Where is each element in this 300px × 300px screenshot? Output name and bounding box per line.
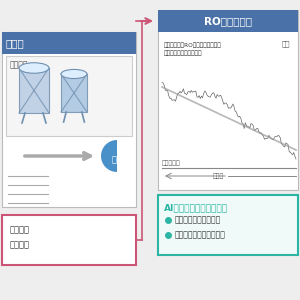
FancyBboxPatch shape xyxy=(158,10,298,32)
Text: 水が必要: 水が必要 xyxy=(10,225,30,234)
FancyBboxPatch shape xyxy=(2,32,136,207)
Text: 電力消費量: 電力消費量 xyxy=(162,160,181,166)
Ellipse shape xyxy=(61,69,87,79)
Text: 電力消費量は右肩上がり: 電力消費量は右肩上がり xyxy=(164,50,203,56)
Text: 純水: 純水 xyxy=(112,155,122,164)
Text: を使用）: を使用） xyxy=(10,240,30,249)
FancyBboxPatch shape xyxy=(158,195,298,255)
Text: フラ: フラ xyxy=(281,40,290,46)
Text: AI最適運転によるメリッ: AI最適運転によるメリッ xyxy=(164,203,228,212)
Polygon shape xyxy=(101,130,117,172)
Text: メンテナンス頻度の減少: メンテナンス頻度の減少 xyxy=(175,230,226,239)
Text: 実証前: 実証前 xyxy=(212,173,224,178)
FancyBboxPatch shape xyxy=(6,56,132,136)
Text: と課題: と課題 xyxy=(6,38,25,48)
FancyBboxPatch shape xyxy=(158,10,298,190)
Text: 処理装置: 処理装置 xyxy=(10,60,28,69)
FancyBboxPatch shape xyxy=(61,74,87,112)
FancyBboxPatch shape xyxy=(2,215,136,265)
FancyBboxPatch shape xyxy=(19,68,49,113)
FancyBboxPatch shape xyxy=(2,32,136,54)
Ellipse shape xyxy=(19,63,49,73)
Text: RO膜装置の実: RO膜装置の実 xyxy=(204,16,252,26)
Text: 通常運転ではRO膜の汚れは蓄積し: 通常運転ではRO膜の汚れは蓄積し xyxy=(164,42,222,48)
Text: 電力消費量の削減（続: 電力消費量の削減（続 xyxy=(175,215,221,224)
